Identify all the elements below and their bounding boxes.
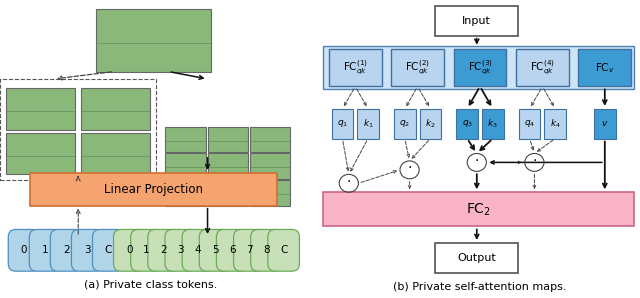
FancyBboxPatch shape (165, 229, 196, 271)
Text: $k_3$: $k_3$ (488, 117, 498, 130)
FancyBboxPatch shape (199, 229, 231, 271)
FancyBboxPatch shape (456, 109, 478, 139)
FancyBboxPatch shape (544, 109, 566, 139)
FancyBboxPatch shape (594, 109, 616, 139)
Text: Input: Input (462, 16, 492, 26)
Text: 1: 1 (143, 245, 150, 255)
FancyBboxPatch shape (182, 229, 214, 271)
Text: C: C (104, 245, 112, 255)
FancyBboxPatch shape (435, 6, 518, 36)
FancyBboxPatch shape (165, 153, 206, 179)
FancyBboxPatch shape (234, 229, 265, 271)
FancyBboxPatch shape (516, 49, 569, 86)
Text: $\mathrm{FC}_{qk}^{(4)}$: $\mathrm{FC}_{qk}^{(4)}$ (530, 58, 555, 77)
Text: 2: 2 (63, 245, 70, 255)
Text: ·: · (475, 154, 479, 168)
Text: 0: 0 (126, 245, 132, 255)
Text: 5: 5 (212, 245, 218, 255)
FancyBboxPatch shape (51, 229, 82, 271)
Text: ·: · (532, 154, 536, 168)
Text: 7: 7 (246, 245, 253, 255)
Text: 8: 8 (263, 245, 270, 255)
Text: ·: · (408, 162, 412, 175)
FancyBboxPatch shape (250, 153, 291, 179)
Text: $q_3$: $q_3$ (461, 118, 473, 129)
FancyBboxPatch shape (96, 9, 211, 72)
FancyBboxPatch shape (323, 192, 634, 226)
FancyBboxPatch shape (8, 229, 40, 271)
FancyBboxPatch shape (357, 109, 379, 139)
Text: 2: 2 (161, 245, 167, 255)
FancyBboxPatch shape (113, 229, 145, 271)
Text: $k_4$: $k_4$ (550, 117, 561, 130)
FancyBboxPatch shape (250, 127, 291, 152)
FancyBboxPatch shape (216, 229, 248, 271)
FancyBboxPatch shape (420, 109, 442, 139)
Text: 3: 3 (177, 245, 184, 255)
FancyBboxPatch shape (81, 88, 150, 130)
FancyBboxPatch shape (6, 88, 76, 130)
FancyBboxPatch shape (435, 243, 518, 273)
Text: (b) Private self-attention maps.: (b) Private self-attention maps. (393, 282, 567, 292)
Text: Linear Projection: Linear Projection (104, 183, 203, 196)
FancyBboxPatch shape (250, 180, 291, 206)
Text: C: C (280, 245, 287, 255)
FancyBboxPatch shape (72, 229, 103, 271)
FancyBboxPatch shape (323, 46, 634, 89)
FancyBboxPatch shape (30, 173, 276, 206)
FancyBboxPatch shape (454, 49, 506, 86)
FancyBboxPatch shape (579, 49, 631, 86)
Text: 1: 1 (42, 245, 49, 255)
FancyBboxPatch shape (207, 127, 248, 152)
FancyBboxPatch shape (329, 49, 381, 86)
Text: ·: · (347, 175, 351, 189)
FancyBboxPatch shape (207, 153, 248, 179)
Text: 4: 4 (195, 245, 201, 255)
FancyBboxPatch shape (391, 49, 444, 86)
FancyBboxPatch shape (81, 133, 150, 174)
FancyBboxPatch shape (332, 109, 353, 139)
Text: (a) Private class tokens.: (a) Private class tokens. (84, 279, 217, 289)
FancyBboxPatch shape (131, 229, 163, 271)
FancyBboxPatch shape (519, 109, 540, 139)
Text: $v$: $v$ (601, 119, 609, 128)
Text: Output: Output (458, 253, 496, 263)
Text: $q_2$: $q_2$ (399, 118, 410, 129)
FancyBboxPatch shape (148, 229, 179, 271)
Text: $k_2$: $k_2$ (425, 117, 436, 130)
FancyBboxPatch shape (6, 133, 76, 174)
Text: 3: 3 (84, 245, 90, 255)
FancyBboxPatch shape (207, 180, 248, 206)
FancyBboxPatch shape (251, 229, 282, 271)
FancyBboxPatch shape (165, 180, 206, 206)
FancyBboxPatch shape (29, 229, 61, 271)
Text: $q_1$: $q_1$ (337, 118, 348, 129)
FancyBboxPatch shape (165, 127, 206, 152)
FancyBboxPatch shape (93, 229, 124, 271)
Text: $q_4$: $q_4$ (524, 118, 535, 129)
Text: 6: 6 (229, 245, 236, 255)
Text: 0: 0 (21, 245, 28, 255)
Text: $\mathrm{FC}_2$: $\mathrm{FC}_2$ (466, 201, 491, 218)
Text: $k_1$: $k_1$ (363, 117, 373, 130)
Text: $\mathrm{FC}_{qk}^{(3)}$: $\mathrm{FC}_{qk}^{(3)}$ (468, 58, 492, 77)
FancyBboxPatch shape (268, 229, 300, 271)
FancyBboxPatch shape (394, 109, 416, 139)
FancyBboxPatch shape (482, 109, 504, 139)
Text: $\mathrm{FC}_{qk}^{(2)}$: $\mathrm{FC}_{qk}^{(2)}$ (405, 58, 430, 77)
Text: $\mathrm{FC}_{qk}^{(1)}$: $\mathrm{FC}_{qk}^{(1)}$ (343, 58, 367, 77)
Text: $\mathrm{FC}_v$: $\mathrm{FC}_v$ (595, 61, 614, 75)
